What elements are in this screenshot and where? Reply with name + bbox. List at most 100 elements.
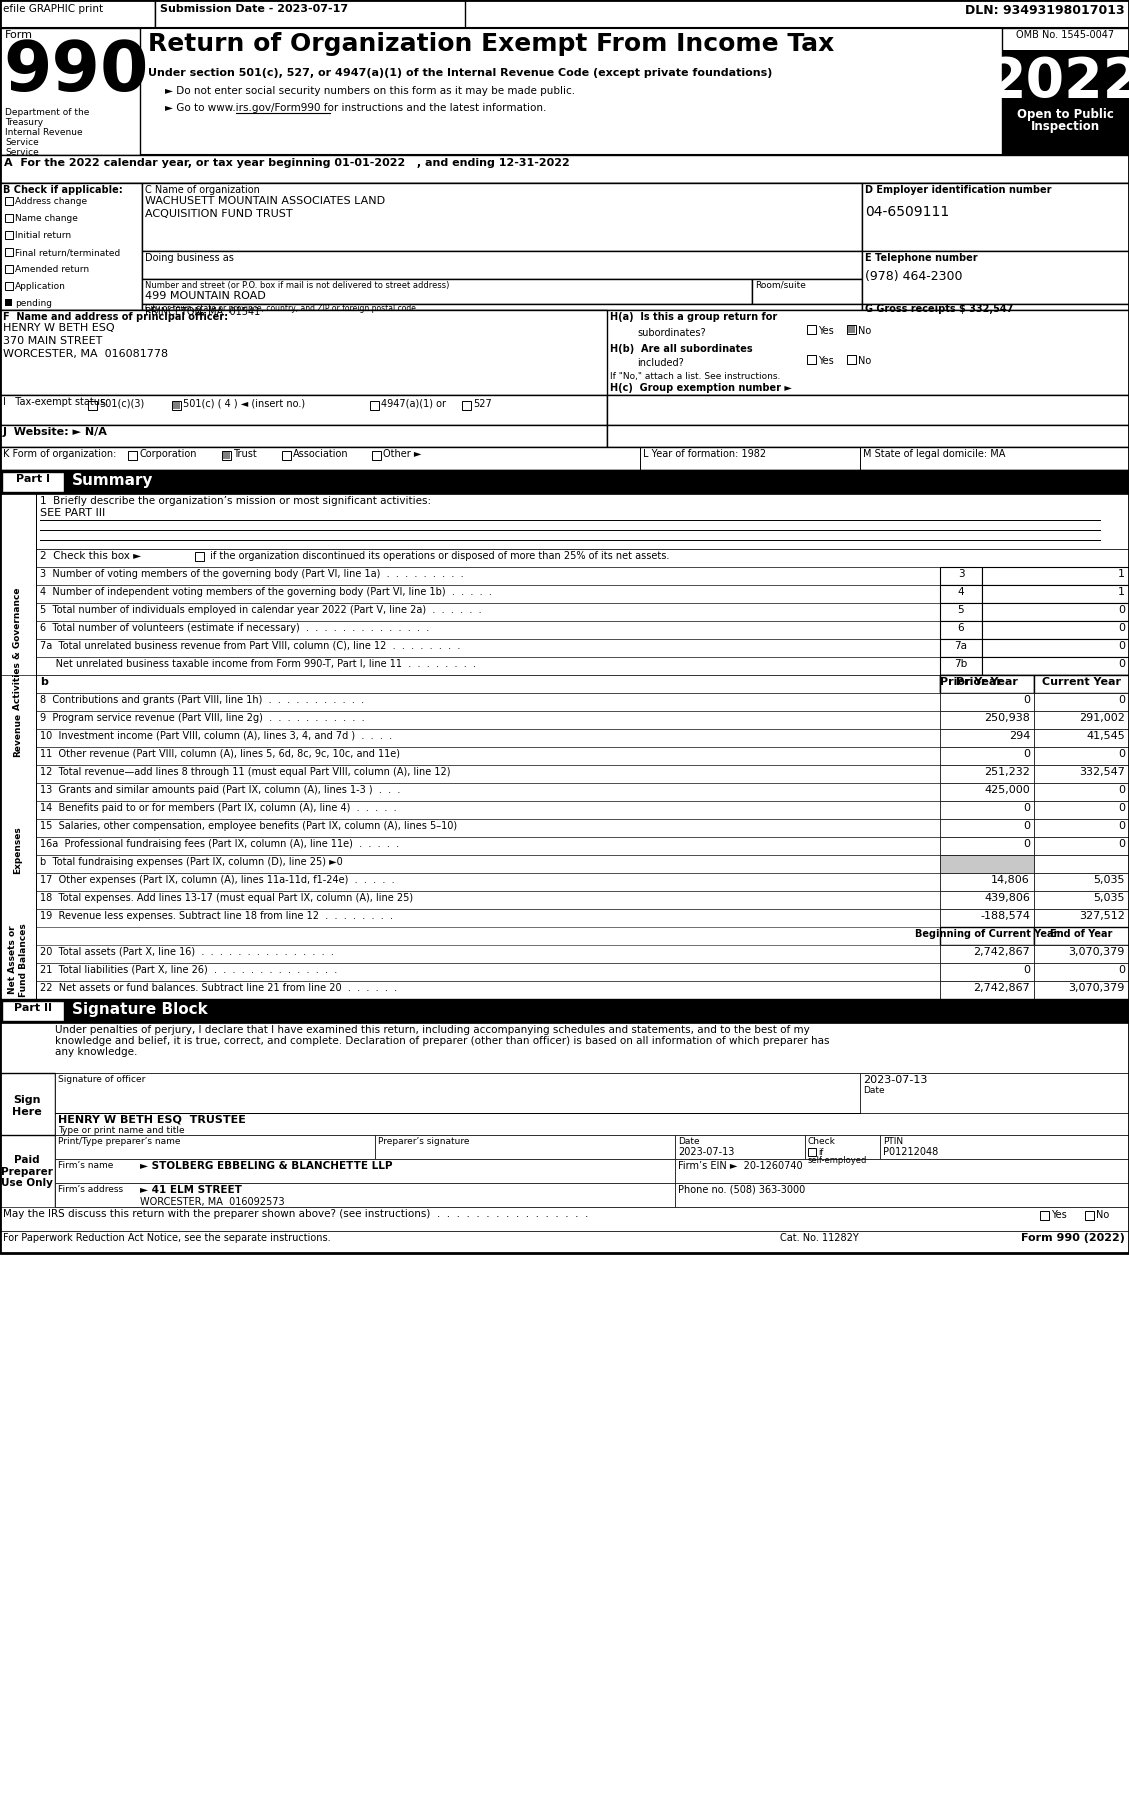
Text: PRINCETON, MA  01541: PRINCETON, MA 01541: [145, 307, 261, 317]
Bar: [1003, 27, 1129, 154]
Text: 15  Salaries, other compensation, employee benefits (Part IX, column (A), lines : 15 Salaries, other compensation, employe…: [40, 822, 457, 831]
Text: Trust: Trust: [233, 450, 256, 459]
Bar: [848, 327, 855, 334]
Text: Yes: Yes: [819, 356, 833, 366]
Text: No: No: [1096, 1210, 1110, 1221]
Bar: [1034, 873, 1129, 891]
Bar: [607, 424, 1129, 446]
Bar: [940, 766, 1034, 784]
Text: 0: 0: [1118, 965, 1124, 974]
Text: For Paperwork Reduction Act Notice, see the separate instructions.: For Paperwork Reduction Act Notice, see …: [3, 1234, 331, 1243]
Bar: [462, 401, 471, 410]
Bar: [940, 584, 982, 602]
Bar: [0, 675, 36, 1105]
Text: Other ►: Other ►: [383, 450, 421, 459]
Text: Revenue: Revenue: [14, 713, 23, 756]
Bar: [0, 0, 1129, 27]
Bar: [752, 279, 863, 305]
Text: ► 41 ELM STREET: ► 41 ELM STREET: [140, 1185, 242, 1195]
Bar: [982, 620, 1129, 639]
Text: Yes: Yes: [1051, 1210, 1067, 1221]
Bar: [36, 693, 940, 711]
Text: Treasury: Treasury: [5, 118, 43, 127]
Text: Service: Service: [5, 149, 38, 158]
Bar: [195, 551, 204, 561]
Bar: [1085, 1212, 1094, 1221]
Text: Activities & Governance: Activities & Governance: [14, 588, 23, 711]
Text: Internal Revenue: Internal Revenue: [5, 129, 82, 138]
Bar: [172, 401, 181, 410]
Bar: [940, 568, 982, 584]
Bar: [36, 981, 940, 1000]
Text: J  Website: ► N/A: J Website: ► N/A: [3, 426, 108, 437]
Text: knowledge and belief, it is true, correct, and complete. Declaration of preparer: knowledge and belief, it is true, correc…: [55, 1036, 830, 1047]
Bar: [0, 0, 1129, 1253]
Bar: [375, 1136, 675, 1159]
Bar: [863, 183, 1129, 250]
Bar: [0, 1023, 1129, 1074]
Text: -188,574: -188,574: [980, 911, 1030, 922]
Bar: [0, 27, 1129, 154]
Text: 0: 0: [1023, 695, 1030, 706]
Text: Service: Service: [5, 138, 38, 147]
Bar: [55, 1159, 675, 1183]
Text: Prior Year: Prior Year: [940, 677, 1001, 688]
Text: 251,232: 251,232: [984, 767, 1030, 776]
Text: City or town, state or province, country, and ZIP or foreign postal code: City or town, state or province, country…: [145, 305, 415, 314]
Bar: [0, 154, 1129, 183]
Bar: [940, 657, 982, 675]
Text: Under penalties of perjury, I declare that I have examined this return, includin: Under penalties of perjury, I declare th…: [55, 1025, 809, 1036]
Bar: [940, 836, 1034, 854]
Text: b: b: [40, 677, 47, 688]
Text: 3,070,379: 3,070,379: [1069, 947, 1124, 958]
Bar: [36, 945, 940, 963]
Bar: [0, 310, 1129, 395]
Text: HENRY W BETH ESQ: HENRY W BETH ESQ: [3, 323, 115, 334]
Bar: [1034, 802, 1129, 818]
Text: No: No: [858, 327, 872, 336]
Text: 13  Grants and similar amounts paid (Part IX, column (A), lines 1-3 )  .  .  .: 13 Grants and similar amounts paid (Part…: [40, 785, 401, 795]
Bar: [940, 927, 1034, 945]
Text: Address change: Address change: [15, 198, 87, 207]
Text: 0: 0: [1118, 749, 1124, 758]
Text: 10  Investment income (Part VIII, column (A), lines 3, 4, and 7d )  .  .  .  .: 10 Investment income (Part VIII, column …: [40, 731, 392, 740]
Text: Firm’s EIN ►  20-1260740: Firm’s EIN ► 20-1260740: [679, 1161, 803, 1172]
Bar: [940, 945, 1034, 963]
Bar: [5, 299, 12, 307]
Bar: [1034, 945, 1129, 963]
Bar: [142, 305, 863, 310]
Text: Summary: Summary: [72, 473, 154, 488]
Bar: [940, 784, 1034, 802]
Text: Preparer’s signature: Preparer’s signature: [378, 1137, 470, 1146]
Bar: [128, 452, 137, 461]
Bar: [36, 963, 940, 981]
Bar: [0, 183, 1129, 310]
Bar: [0, 27, 140, 154]
Text: If "No," attach a list. See instructions.: If "No," attach a list. See instructions…: [610, 372, 780, 381]
Text: M State of legal domicile: MA: M State of legal domicile: MA: [863, 450, 1006, 459]
Bar: [0, 446, 1129, 470]
Text: Phone no. (508) 363-3000: Phone no. (508) 363-3000: [679, 1185, 805, 1195]
Text: 2023-07-13: 2023-07-13: [863, 1076, 927, 1085]
Text: 41,545: 41,545: [1086, 731, 1124, 740]
Bar: [55, 1074, 860, 1114]
Bar: [1034, 747, 1129, 766]
Bar: [982, 584, 1129, 602]
Text: 0: 0: [1118, 658, 1124, 669]
Text: 5,035: 5,035: [1094, 874, 1124, 885]
Text: Amended return: Amended return: [15, 265, 89, 274]
Text: H(c)  Group exemption number ►: H(c) Group exemption number ►: [610, 383, 791, 394]
Text: 17  Other expenses (Part IX, column (A), lines 11a-11d, f1-24e)  .  .  .  .  .: 17 Other expenses (Part IX, column (A), …: [40, 874, 395, 885]
Bar: [940, 981, 1034, 1000]
Bar: [155, 0, 465, 27]
Bar: [5, 198, 14, 205]
Bar: [940, 747, 1034, 766]
Bar: [36, 818, 940, 836]
Bar: [940, 818, 1034, 836]
Text: 2  Check this box ►: 2 Check this box ►: [40, 551, 141, 561]
Text: 0: 0: [1118, 695, 1124, 706]
Bar: [36, 729, 940, 747]
Text: 0: 0: [1118, 606, 1124, 615]
Text: 12  Total revenue—add lines 8 through 11 (must equal Part VIII, column (A), line: 12 Total revenue—add lines 8 through 11 …: [40, 767, 450, 776]
Bar: [0, 1206, 1129, 1232]
